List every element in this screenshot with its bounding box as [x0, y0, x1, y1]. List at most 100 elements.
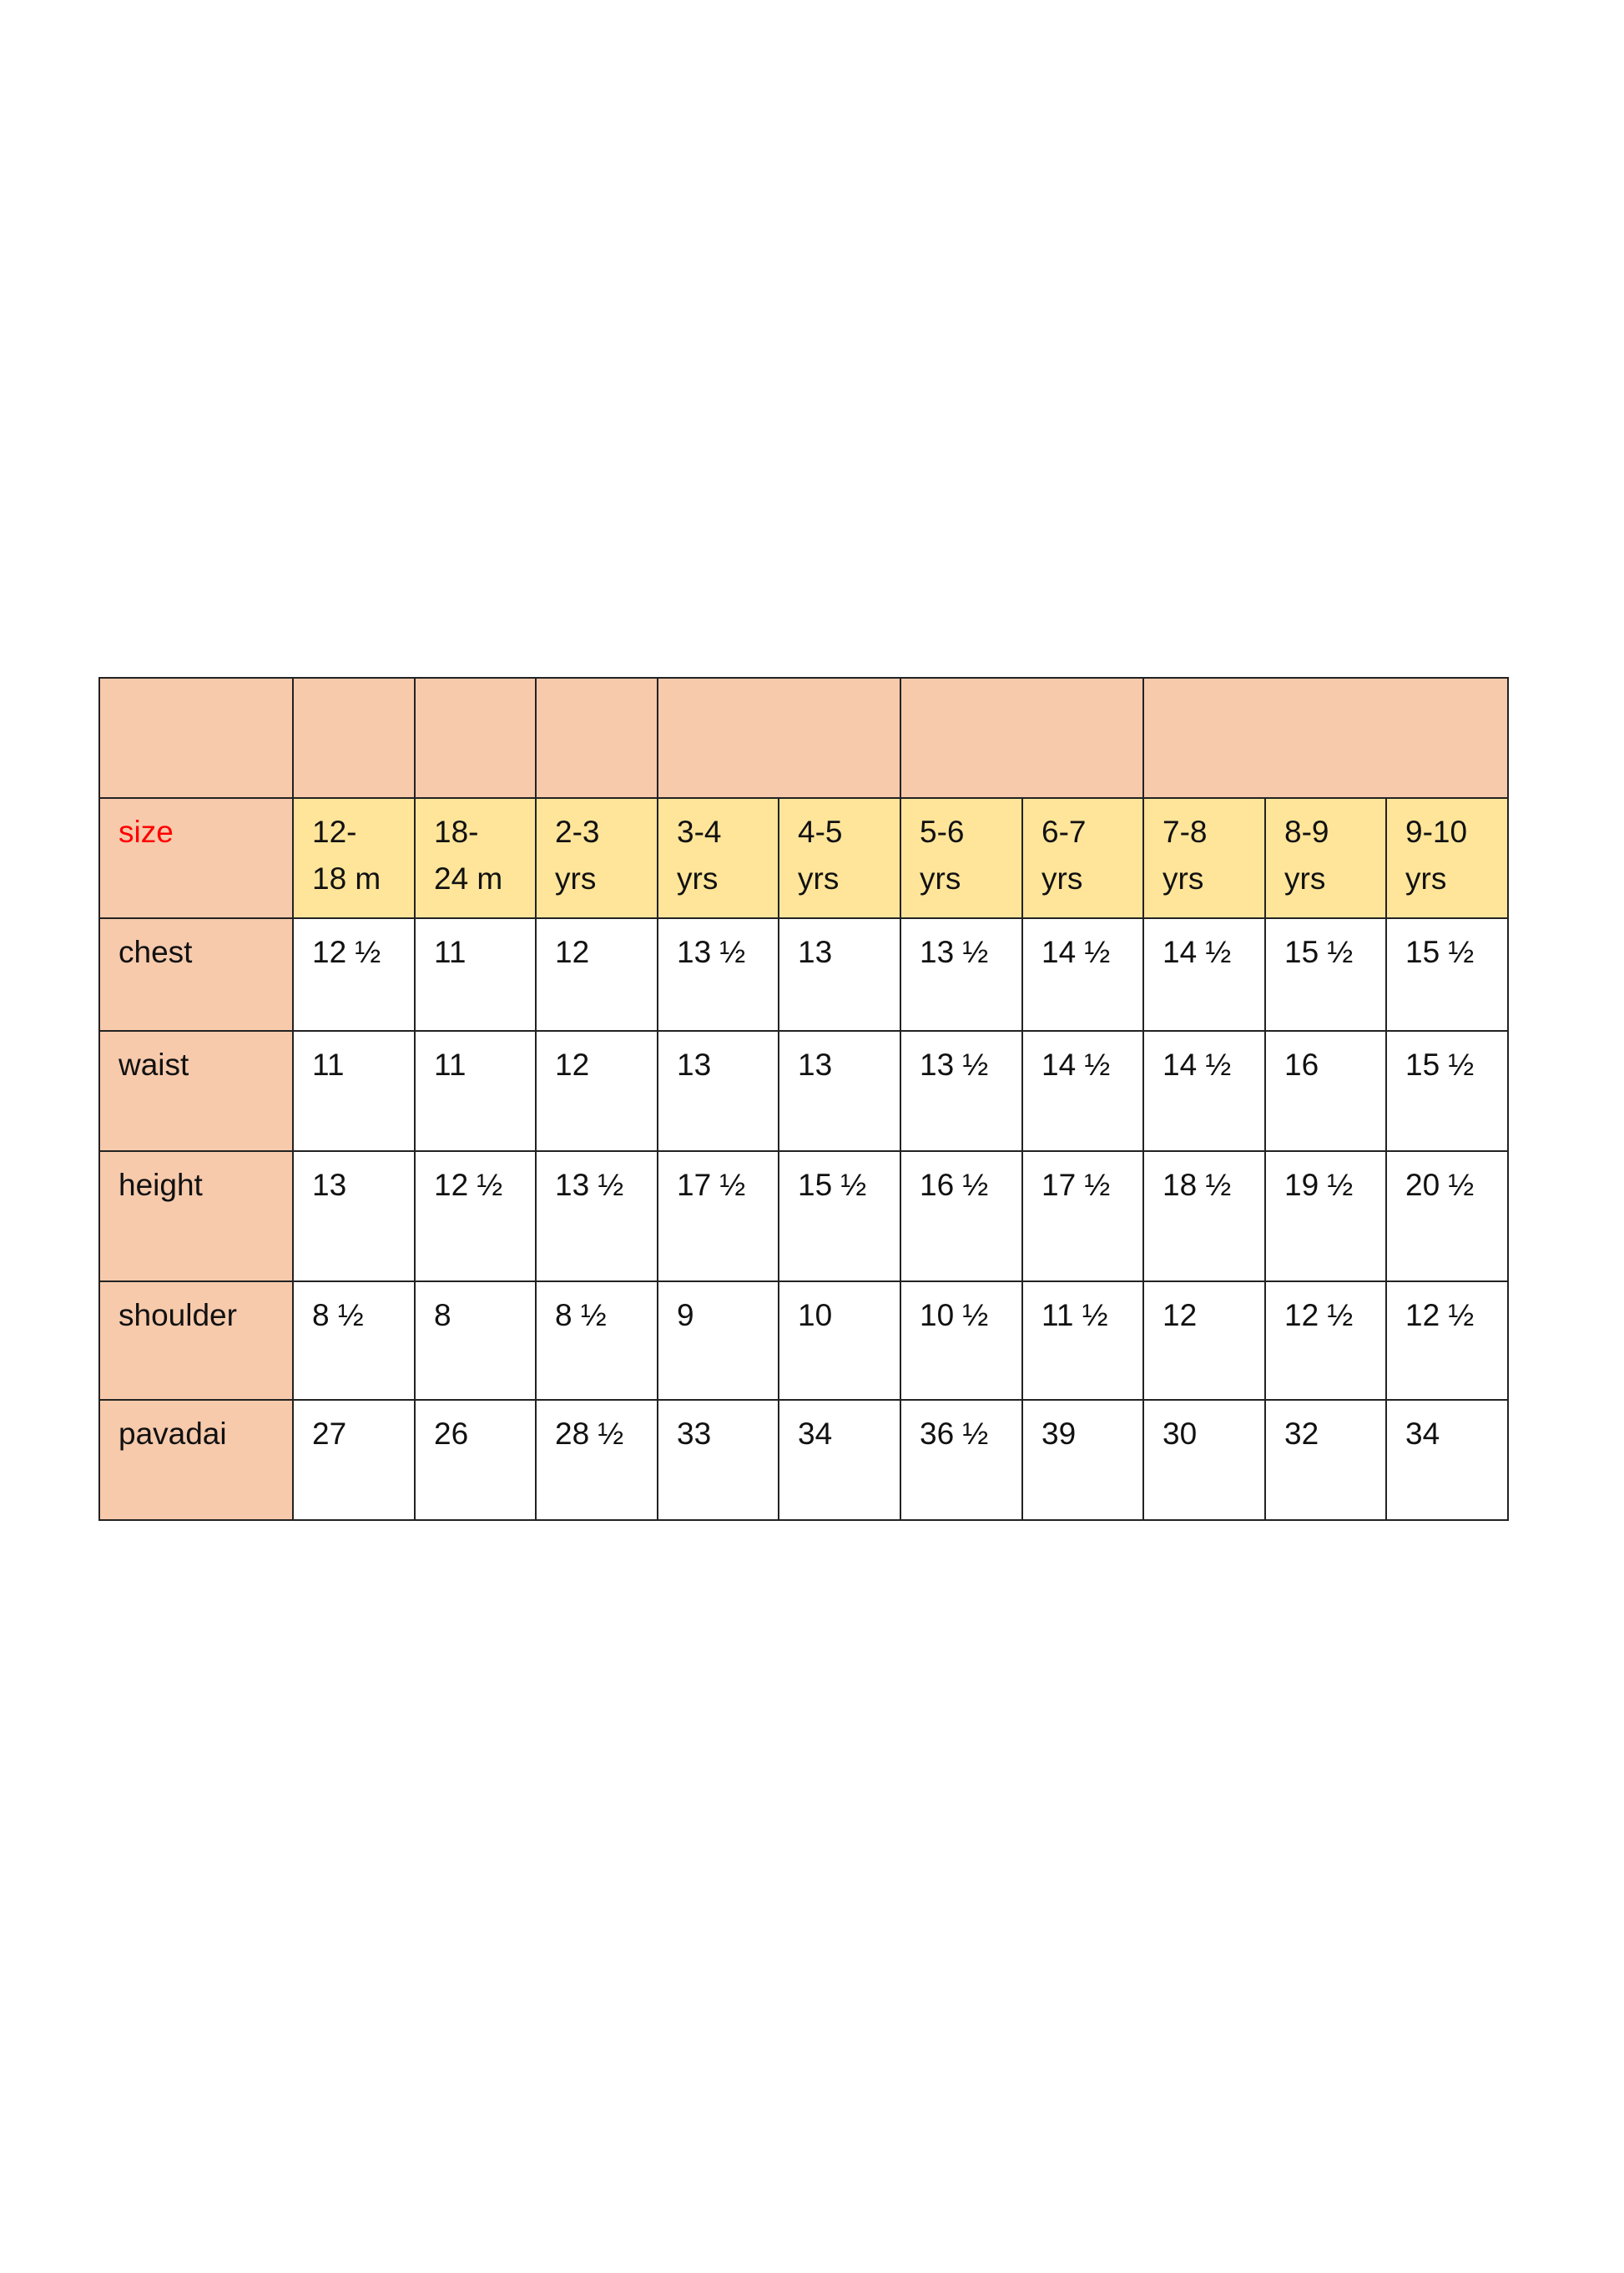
size-text: yrs — [555, 861, 597, 896]
header-cell — [900, 677, 1144, 799]
size-text: 8-9 — [1284, 815, 1329, 849]
size-text: 9-10 — [1405, 815, 1468, 849]
value-cell: 12 ½ — [1385, 1280, 1509, 1401]
value-cell: 11 — [292, 1030, 416, 1152]
size-text: 4-5 — [798, 815, 843, 849]
size-cell: 3-4 yrs — [657, 797, 779, 919]
measurement-row-chest: chest 12 ½ 11 12 13 ½ 13 13 ½ 14 ½ 14 ½ 15 ½ 15 ½ — [98, 917, 1509, 1032]
size-cell: 4-5 yrs — [778, 797, 901, 919]
value-cell: 14 ½ — [1021, 917, 1144, 1032]
value-cell: 30 — [1142, 1399, 1266, 1521]
header-cell — [535, 677, 658, 799]
value-cell: 33 — [657, 1399, 779, 1521]
size-text: yrs — [1041, 861, 1083, 896]
value-cell: 34 — [778, 1399, 901, 1521]
value-cell: 13 ½ — [900, 1030, 1023, 1152]
size-cell: 6-7 yrs — [1021, 797, 1144, 919]
value-cell: 32 — [1264, 1399, 1387, 1521]
header-cell — [292, 677, 416, 799]
value-cell: 12 — [535, 1030, 658, 1152]
value-cell: 15 ½ — [1385, 1030, 1509, 1152]
size-text: 5-6 — [920, 815, 965, 849]
value-cell: 16 ½ — [900, 1150, 1023, 1282]
row-label: shoulder — [98, 1280, 294, 1401]
value-cell: 8 ½ — [292, 1280, 416, 1401]
header-row — [98, 677, 1509, 799]
value-cell: 12 ½ — [414, 1150, 537, 1282]
size-text: 18 m — [312, 861, 381, 896]
value-cell: 12 ½ — [292, 917, 416, 1032]
size-row: size 12- 18 m 18- 24 m 2-3 yrs 3-4 yrs 4-5 yrs 5-6 y… — [98, 797, 1509, 919]
value-cell: 17 ½ — [657, 1150, 779, 1282]
header-cell — [657, 677, 901, 799]
size-text: 18- — [434, 815, 479, 849]
value-cell: 12 — [535, 917, 658, 1032]
size-text: 12- — [312, 815, 357, 849]
value-cell: 11 ½ — [1021, 1280, 1144, 1401]
header-cell — [98, 677, 294, 799]
value-cell: 20 ½ — [1385, 1150, 1509, 1282]
measurement-row-height: height 13 12 ½ 13 ½ 17 ½ 15 ½ 16 ½ 17 ½ 18 ½ 19 ½… — [98, 1150, 1509, 1282]
size-text: yrs — [798, 861, 840, 896]
size-text: 7-8 — [1163, 815, 1208, 849]
value-cell: 15 ½ — [1385, 917, 1509, 1032]
value-cell: 10 ½ — [900, 1280, 1023, 1401]
size-chart-table: size 12- 18 m 18- 24 m 2-3 yrs 3-4 yrs 4-5 yrs 5-6 y… — [98, 677, 1509, 1521]
size-cell: 9-10 yrs — [1385, 797, 1509, 919]
value-cell: 11 — [414, 1030, 537, 1152]
value-cell: 18 ½ — [1142, 1150, 1266, 1282]
header-cell — [1142, 677, 1509, 799]
value-cell: 13 ½ — [657, 917, 779, 1032]
size-text: 2-3 — [555, 815, 600, 849]
value-cell: 13 ½ — [900, 917, 1023, 1032]
value-cell: 11 — [414, 917, 537, 1032]
size-cell: 2-3 yrs — [535, 797, 658, 919]
value-cell: 14 ½ — [1021, 1030, 1144, 1152]
size-cell: 7-8 yrs — [1142, 797, 1266, 919]
size-text: yrs — [1163, 861, 1204, 896]
value-cell: 36 ½ — [900, 1399, 1023, 1521]
value-cell: 14 ½ — [1142, 1030, 1266, 1152]
size-cell: 8-9 yrs — [1264, 797, 1387, 919]
row-label: height — [98, 1150, 294, 1282]
size-text: yrs — [677, 861, 719, 896]
size-text: yrs — [1284, 861, 1326, 896]
value-cell: 19 ½ — [1264, 1150, 1387, 1282]
header-cell — [414, 677, 537, 799]
value-cell: 12 — [1142, 1280, 1266, 1401]
size-cell: 12- 18 m — [292, 797, 416, 919]
value-cell: 13 — [292, 1150, 416, 1282]
value-cell: 28 ½ — [535, 1399, 658, 1521]
measurement-row-pavadai: pavadai 27 26 28 ½ 33 34 36 ½ 39 30 32 34 — [98, 1399, 1509, 1521]
size-cell: 18- 24 m — [414, 797, 537, 919]
value-cell: 16 — [1264, 1030, 1387, 1152]
value-cell: 27 — [292, 1399, 416, 1521]
value-cell: 26 — [414, 1399, 537, 1521]
value-cell: 10 — [778, 1280, 901, 1401]
value-cell: 39 — [1021, 1399, 1144, 1521]
value-cell: 13 — [778, 917, 901, 1032]
size-text: 3-4 — [677, 815, 722, 849]
size-text: 6-7 — [1041, 815, 1087, 849]
size-text: yrs — [920, 861, 961, 896]
size-cell: 5-6 yrs — [900, 797, 1023, 919]
value-cell: 34 — [1385, 1399, 1509, 1521]
value-cell: 9 — [657, 1280, 779, 1401]
value-cell: 13 ½ — [535, 1150, 658, 1282]
value-cell: 13 — [657, 1030, 779, 1152]
value-cell: 15 ½ — [778, 1150, 901, 1282]
value-cell: 15 ½ — [1264, 917, 1387, 1032]
value-cell: 8 ½ — [535, 1280, 658, 1401]
row-label-size: size — [98, 797, 294, 919]
row-label: waist — [98, 1030, 294, 1152]
row-label: chest — [98, 917, 294, 1032]
value-cell: 17 ½ — [1021, 1150, 1144, 1282]
measurement-row-waist: waist 11 11 12 13 13 13 ½ 14 ½ 14 ½ 16 15 ½ — [98, 1030, 1509, 1152]
value-cell: 12 ½ — [1264, 1280, 1387, 1401]
value-cell: 14 ½ — [1142, 917, 1266, 1032]
value-cell: 8 — [414, 1280, 537, 1401]
size-text: 24 m — [434, 861, 503, 896]
value-cell: 13 — [778, 1030, 901, 1152]
size-text: yrs — [1405, 861, 1447, 896]
